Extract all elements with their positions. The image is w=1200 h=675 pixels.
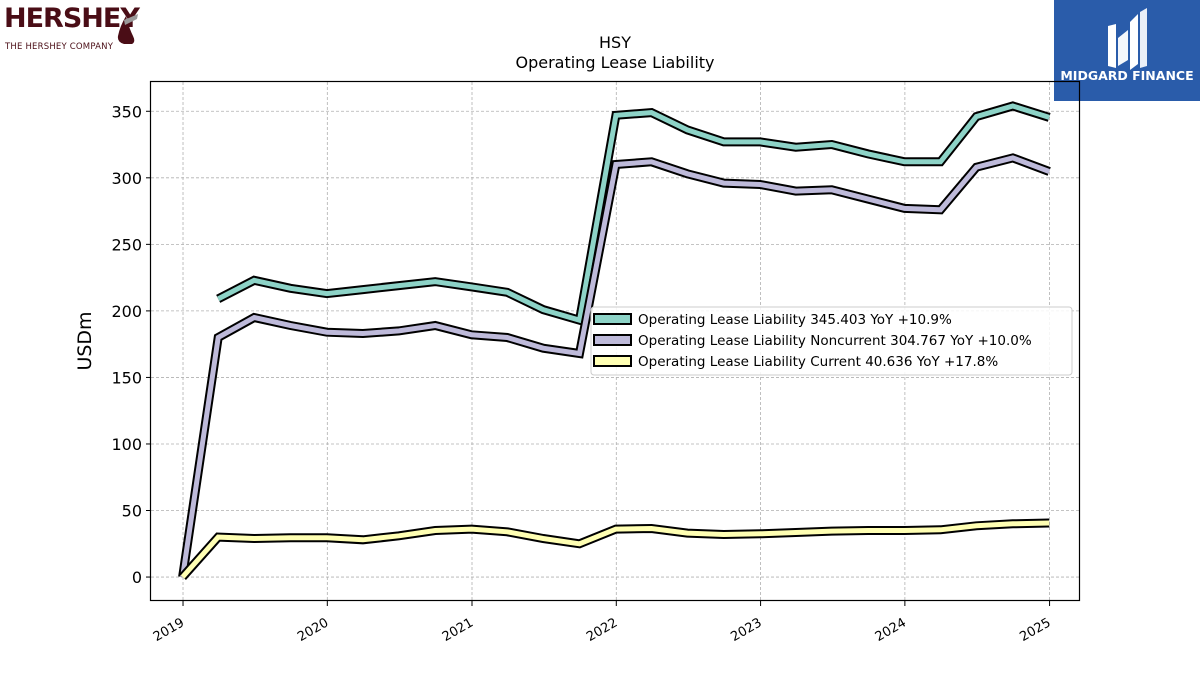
legend-label-3: Operating Lease Liability Current 40.636…	[638, 354, 998, 370]
series-line-3	[180, 520, 1050, 579]
legend-swatch-1	[593, 313, 632, 325]
y-tick-label: 0	[132, 568, 142, 587]
legend-swatch-3	[593, 355, 632, 367]
legend: Operating Lease Liability 345.403 YoY +1…	[590, 306, 1073, 376]
y-tick-label: 250	[111, 235, 142, 254]
y-tick-label: 150	[111, 368, 142, 387]
legend-label-2: Operating Lease Liability Noncurrent 304…	[638, 333, 1032, 349]
x-axis: 2019 2020 2021 2022 2023 2024 2025	[151, 601, 1054, 645]
x-tick-label: 2019	[151, 615, 187, 645]
midgard-finance-logo: MIDGARD FINANCE	[1054, 0, 1200, 101]
kiss-icon	[117, 14, 138, 44]
y-axis-label: USDm	[74, 311, 96, 370]
x-tick-label: 2022	[584, 615, 620, 645]
y-tick-label: 100	[111, 435, 142, 454]
series-line-2	[180, 155, 1051, 578]
y-tick-label: 300	[111, 169, 142, 188]
legend-label-1: Operating Lease Liability 345.403 YoY +1…	[638, 312, 952, 328]
legend-box	[590, 306, 1073, 376]
x-tick-label: 2020	[295, 615, 331, 645]
x-tick-label: 2024	[873, 615, 909, 645]
series-line-1	[217, 103, 1050, 324]
hershey-logo: HERSHEY THE HERSHEY COMPANY	[4, 4, 144, 56]
midgard-mark-icon	[1108, 8, 1147, 70]
y-axis: 0 50 100 150 200 250 300 350	[111, 102, 151, 587]
midgard-finance-label: MIDGARD FINANCE	[1060, 68, 1194, 83]
chart-title: HSY	[599, 33, 631, 52]
x-tick-label: 2025	[1017, 615, 1053, 645]
series-layer	[178, 101, 1051, 580]
chart-subtitle: Operating Lease Liability	[515, 53, 714, 72]
y-tick-label: 350	[111, 102, 142, 121]
legend-swatch-2	[593, 334, 632, 346]
hershey-logo-word: HERSHEY	[4, 3, 140, 34]
x-tick-label: 2023	[728, 615, 764, 645]
y-tick-label: 50	[122, 502, 142, 521]
hershey-logo-subtitle: THE HERSHEY COMPANY	[5, 42, 114, 52]
y-tick-label: 200	[111, 302, 142, 321]
x-tick-label: 2021	[440, 615, 476, 645]
plot-frame	[149, 80, 1081, 602]
